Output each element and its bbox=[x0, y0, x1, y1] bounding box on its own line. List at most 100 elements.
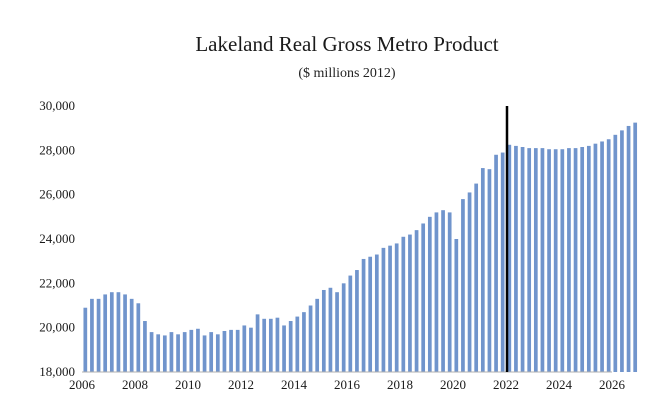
bar bbox=[176, 334, 180, 372]
bar bbox=[507, 144, 512, 372]
bar bbox=[209, 332, 214, 372]
bar bbox=[427, 216, 432, 372]
x-tick-label: 2020 bbox=[440, 377, 466, 392]
bar bbox=[189, 329, 194, 372]
bar bbox=[302, 312, 306, 372]
bar bbox=[288, 321, 293, 372]
bar bbox=[447, 212, 452, 372]
bar bbox=[573, 148, 578, 372]
x-axis-ticks: 2006 2008 2010 2012 2014 2016 2018 2020 2022 2024… bbox=[69, 377, 626, 392]
bar bbox=[401, 236, 406, 372]
y-tick-label: 22,000 bbox=[39, 275, 75, 290]
bar bbox=[348, 275, 353, 372]
bar bbox=[408, 234, 412, 372]
x-tick-label: 2026 bbox=[599, 377, 626, 392]
bar bbox=[321, 289, 326, 372]
bar bbox=[308, 305, 313, 372]
bar bbox=[222, 330, 227, 372]
bar bbox=[229, 329, 233, 372]
bar bbox=[533, 148, 538, 372]
bar bbox=[434, 212, 439, 372]
bar bbox=[540, 148, 545, 372]
y-tick-label: 20,000 bbox=[39, 320, 75, 335]
bar bbox=[196, 328, 200, 372]
x-tick-label: 2018 bbox=[387, 377, 413, 392]
bar bbox=[454, 239, 459, 372]
bar bbox=[116, 292, 121, 372]
bar bbox=[567, 148, 571, 372]
bar bbox=[626, 125, 631, 372]
bar bbox=[156, 334, 161, 372]
bar bbox=[143, 321, 147, 372]
bar bbox=[633, 122, 638, 373]
bar bbox=[620, 130, 624, 372]
x-tick-label: 2008 bbox=[122, 377, 148, 392]
bar bbox=[361, 258, 366, 372]
bar bbox=[421, 223, 426, 372]
y-tick-label: 18,000 bbox=[39, 364, 75, 379]
x-tick-label: 2016 bbox=[334, 377, 361, 392]
bar bbox=[381, 247, 386, 372]
bar bbox=[514, 145, 518, 372]
bar bbox=[553, 149, 558, 372]
bar bbox=[255, 314, 260, 372]
bar bbox=[182, 332, 187, 372]
bar bbox=[600, 141, 604, 372]
bar bbox=[242, 325, 247, 372]
bar bbox=[467, 192, 472, 372]
bar bbox=[109, 292, 114, 372]
bar bbox=[613, 134, 618, 372]
bar bbox=[388, 245, 392, 372]
x-tick-label: 2014 bbox=[281, 377, 308, 392]
x-tick-label: 2024 bbox=[546, 377, 573, 392]
bar-series bbox=[83, 122, 638, 373]
bar bbox=[480, 168, 485, 372]
bar bbox=[328, 287, 333, 372]
bar bbox=[149, 332, 154, 372]
bar bbox=[275, 317, 280, 372]
y-tick-label: 24,000 bbox=[39, 231, 75, 246]
bar bbox=[282, 325, 286, 372]
bar bbox=[414, 230, 419, 372]
bar bbox=[169, 332, 174, 372]
bar bbox=[90, 298, 94, 372]
x-tick-label: 2022 bbox=[493, 377, 519, 392]
chart-title: Lakeland Real Gross Metro Product bbox=[195, 32, 499, 56]
x-tick-label: 2006 bbox=[69, 377, 96, 392]
bar bbox=[262, 318, 267, 372]
bar bbox=[374, 254, 379, 372]
bar bbox=[547, 149, 551, 372]
bar bbox=[580, 147, 585, 372]
bar bbox=[606, 139, 611, 372]
bar bbox=[83, 307, 88, 372]
bar bbox=[202, 335, 207, 372]
bar bbox=[123, 294, 127, 372]
bar bbox=[500, 152, 505, 372]
bar bbox=[368, 256, 373, 372]
x-tick-label: 2010 bbox=[175, 377, 201, 392]
bar bbox=[494, 154, 498, 372]
bar bbox=[268, 318, 273, 372]
bar bbox=[103, 294, 108, 372]
y-tick-label: 26,000 bbox=[39, 187, 75, 202]
bar bbox=[215, 334, 220, 372]
bar bbox=[162, 335, 167, 372]
bar bbox=[249, 327, 253, 372]
bar bbox=[586, 145, 591, 372]
bar bbox=[335, 292, 339, 372]
bar bbox=[96, 298, 101, 372]
x-tick-label: 2012 bbox=[228, 377, 254, 392]
bar bbox=[341, 283, 346, 372]
bar bbox=[295, 316, 300, 372]
y-tick-label: 28,000 bbox=[39, 142, 75, 157]
bar bbox=[461, 199, 465, 372]
chart-subtitle: ($ millions 2012) bbox=[298, 66, 396, 81]
y-axis-ticks: 18,000 20,000 22,000 24,000 26,000 28,000 30,0… bbox=[39, 98, 75, 379]
bar bbox=[394, 243, 399, 372]
bar bbox=[136, 303, 141, 372]
bar bbox=[315, 298, 320, 372]
bar bbox=[355, 270, 359, 372]
bar bbox=[129, 298, 134, 372]
y-tick-label: 30,000 bbox=[39, 98, 75, 113]
